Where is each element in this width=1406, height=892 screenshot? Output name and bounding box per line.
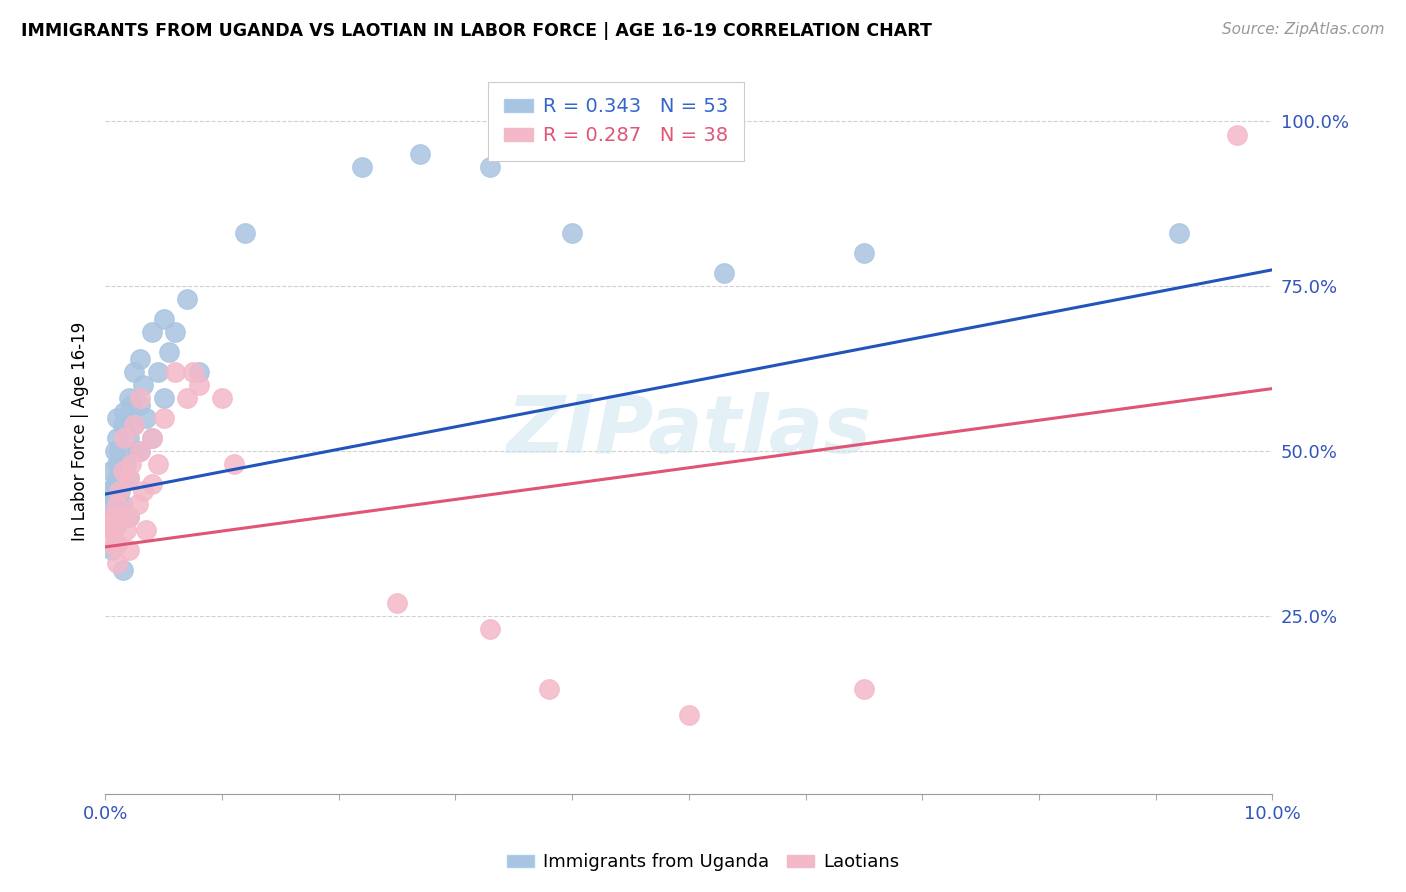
Point [120, 398, 142, 412]
Point [129, 392, 152, 406]
Point [108, 444, 131, 458]
Point [852, 246, 875, 260]
Point [103, 491, 125, 505]
Point [117, 543, 139, 558]
Point [105, 411, 128, 425]
Point [176, 392, 198, 406]
Point [124, 417, 146, 432]
Point [117, 510, 139, 524]
Point [117, 470, 139, 484]
Point [127, 497, 149, 511]
Point [131, 378, 153, 392]
Point [1168, 227, 1191, 241]
Point [537, 681, 560, 696]
Text: Source: ZipAtlas.com: Source: ZipAtlas.com [1222, 22, 1385, 37]
Point [117, 510, 139, 524]
Point [141, 431, 163, 445]
Point [103, 524, 125, 538]
Point [409, 147, 432, 161]
Point [122, 417, 145, 432]
Point [111, 417, 134, 432]
Point [181, 365, 204, 379]
Point [713, 266, 735, 280]
Point [110, 483, 132, 498]
Point [105, 491, 128, 505]
Point [105, 536, 128, 550]
Point [103, 524, 125, 538]
Point [103, 444, 125, 458]
Point [98, 497, 121, 511]
Point [129, 444, 152, 458]
Point [110, 497, 132, 511]
Point [146, 458, 169, 472]
Point [146, 365, 169, 379]
Point [101, 543, 124, 558]
Point [117, 470, 139, 484]
Point [117, 392, 139, 406]
Point [105, 458, 128, 472]
Point [135, 411, 157, 425]
Point [187, 365, 209, 379]
Point [125, 444, 148, 458]
Point [211, 392, 233, 406]
Point [129, 398, 152, 412]
Point [100, 464, 122, 478]
Point [108, 483, 131, 498]
Point [124, 365, 146, 379]
Point [141, 431, 163, 445]
Point [105, 497, 128, 511]
Point [165, 326, 187, 340]
Point [678, 708, 700, 723]
Point [115, 458, 138, 472]
Point [112, 404, 135, 418]
Point [100, 536, 122, 550]
Point [129, 351, 152, 366]
Legend: Immigrants from Uganda, Laotians: Immigrants from Uganda, Laotians [499, 847, 907, 879]
Point [105, 516, 128, 531]
Point [105, 470, 128, 484]
Point [101, 510, 124, 524]
Point [105, 431, 128, 445]
Point [96, 483, 118, 498]
Point [120, 458, 142, 472]
Point [110, 510, 132, 524]
Point [97, 516, 120, 531]
Point [152, 411, 174, 425]
Point [222, 458, 245, 472]
Point [152, 312, 174, 326]
Legend: R = 0.343   N = 53, R = 0.287   N = 38: R = 0.343 N = 53, R = 0.287 N = 38 [488, 82, 744, 161]
Point [115, 524, 138, 538]
Point [233, 227, 256, 241]
Point [479, 623, 502, 637]
Point [152, 392, 174, 406]
Point [157, 345, 180, 359]
Point [105, 557, 128, 571]
Text: ZIPatlas: ZIPatlas [506, 392, 872, 470]
Point [479, 161, 502, 175]
Point [103, 477, 125, 491]
Point [187, 378, 209, 392]
Point [131, 483, 153, 498]
Point [111, 563, 134, 577]
Point [561, 227, 583, 241]
Point [141, 477, 163, 491]
Point [141, 326, 163, 340]
Point [101, 510, 124, 524]
Point [104, 536, 127, 550]
Point [165, 365, 187, 379]
Point [117, 431, 139, 445]
Point [112, 431, 135, 445]
Point [111, 464, 134, 478]
Text: IMMIGRANTS FROM UGANDA VS LAOTIAN IN LABOR FORCE | AGE 16-19 CORRELATION CHART: IMMIGRANTS FROM UGANDA VS LAOTIAN IN LAB… [21, 22, 932, 40]
Point [1226, 128, 1249, 142]
Y-axis label: In Labor Force | Age 16-19: In Labor Force | Age 16-19 [72, 322, 89, 541]
Point [852, 681, 875, 696]
Point [176, 293, 198, 307]
Point [385, 596, 408, 610]
Point [350, 161, 373, 175]
Point [135, 524, 157, 538]
Point [129, 444, 152, 458]
